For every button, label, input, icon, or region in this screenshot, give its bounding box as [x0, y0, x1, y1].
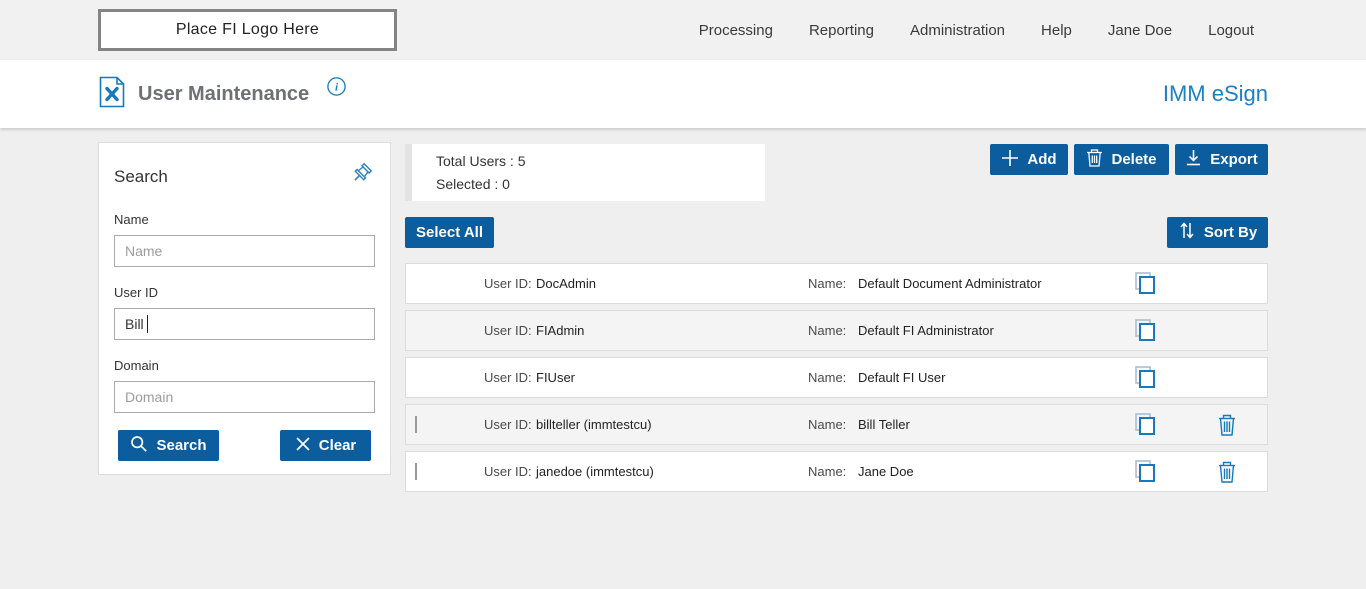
download-icon [1185, 149, 1202, 171]
row-checkbox[interactable] [415, 416, 417, 433]
summary-box: Total Users : 5 Selected : 0 [405, 144, 765, 201]
copy-icon[interactable] [1132, 270, 1158, 297]
userid-label: User ID: [484, 323, 532, 338]
domain-input[interactable] [114, 381, 375, 413]
total-users-label: Total Users : [436, 153, 514, 169]
main-content: Search Name User ID [0, 128, 1366, 589]
user-row-fiadmin: User ID: FIAdmin Name: Default FI Admini… [405, 310, 1268, 351]
plus-icon [1001, 149, 1019, 171]
brand-imm-esign: IMM eSign [1162, 81, 1268, 106]
userid-label: User ID: [484, 276, 532, 291]
svg-text:i: i [335, 81, 339, 93]
userid-field-label: User ID [114, 285, 159, 300]
userid-value: DocAdmin [536, 276, 596, 291]
userid-label: User ID: [484, 464, 532, 479]
search-button-label: Search [156, 437, 207, 454]
info-icon[interactable]: i [327, 77, 346, 101]
add-button-label: Add [1027, 151, 1057, 168]
userid-value: janedoe (immtestcu) [536, 464, 654, 479]
search-panel: Search Name User ID [98, 142, 391, 475]
copy-icon[interactable] [1132, 364, 1158, 391]
name-label: Name: [808, 464, 847, 479]
selected-value: 0 [502, 176, 510, 192]
userid-input[interactable] [114, 308, 375, 340]
copy-icon[interactable] [1132, 317, 1158, 344]
user-rows: User ID: DocAdmin Name: Default Document… [405, 263, 1268, 492]
user-list-section: Total Users : 5 Selected : 0 Add [405, 142, 1268, 498]
name-label: Name: [808, 276, 847, 291]
nav-processing[interactable]: Processing [698, 21, 773, 39]
trash-icon [1086, 148, 1103, 171]
name-value: Jane Doe [858, 464, 914, 479]
name-value: Default FI User [858, 370, 946, 385]
magnifier-icon [130, 435, 148, 457]
copy-icon[interactable] [1132, 411, 1158, 438]
userid-value: FIAdmin [536, 323, 585, 338]
clear-button[interactable]: Clear [280, 430, 371, 461]
user-row-docadmin: User ID: DocAdmin Name: Default Document… [405, 263, 1268, 304]
name-label: Name: [808, 323, 847, 338]
top-bar: Place FI Logo Here Processing Reporting … [0, 0, 1366, 60]
delete-button-label: Delete [1111, 151, 1157, 168]
clear-button-label: Clear [318, 437, 357, 454]
document-x-icon [98, 76, 126, 113]
name-label: Name: [808, 417, 847, 432]
user-row-billteller: User ID: billteller (immtestcu) Name: Bi… [405, 404, 1268, 445]
row-checkbox[interactable] [415, 463, 417, 480]
x-icon [295, 436, 311, 456]
total-users-value: 5 [517, 153, 526, 169]
user-row-janedoe: User ID: janedoe (immtestcu) Name: Jane … [405, 451, 1268, 492]
selected-label: Selected : [436, 176, 499, 192]
name-label: Name: [808, 370, 847, 385]
nav-user-jane-doe[interactable]: Jane Doe [1107, 21, 1173, 39]
pushpin-icon[interactable] [349, 162, 375, 194]
nav-administration[interactable]: Administration [909, 21, 1006, 39]
name-value: Default Document Administrator [858, 276, 1042, 291]
user-row-fiuser: User ID: FIUser Name: Default FI User [405, 357, 1268, 398]
nav-logout[interactable]: Logout [1208, 21, 1254, 39]
text-cursor [147, 315, 148, 333]
userid-label: User ID: [484, 370, 532, 385]
export-button[interactable]: Export [1175, 144, 1268, 175]
nav-reporting[interactable]: Reporting [808, 21, 874, 39]
page-title: User Maintenance [138, 82, 310, 105]
fi-logo-text: Place FI Logo Here [175, 21, 320, 38]
sort-by-label: Sort By [1203, 224, 1258, 241]
name-value: Default FI Administrator [858, 323, 994, 338]
search-panel-title: Search [114, 167, 168, 186]
userid-value: FIUser [536, 370, 575, 385]
export-button-label: Export [1210, 151, 1258, 168]
up-down-arrows-icon [1178, 221, 1196, 244]
add-button[interactable]: Add [990, 144, 1068, 175]
select-all-button[interactable]: Select All [405, 217, 494, 248]
trash-icon[interactable] [1217, 460, 1237, 484]
nav-help[interactable]: Help [1041, 21, 1072, 39]
name-input[interactable] [114, 235, 375, 267]
fi-logo-placeholder: Place FI Logo Here [98, 9, 397, 51]
name-value: Bill Teller [858, 417, 910, 432]
sort-by-button[interactable]: Sort By [1167, 217, 1268, 248]
trash-icon[interactable] [1217, 413, 1237, 437]
userid-value: billteller (immtestcu) [536, 417, 652, 432]
domain-field-label: Domain [114, 358, 159, 373]
search-button[interactable]: Search [118, 430, 219, 461]
select-all-label: Select All [416, 224, 483, 241]
copy-icon[interactable] [1132, 458, 1158, 485]
userid-label: User ID: [484, 417, 532, 432]
title-bar: User Maintenance i IMM eSign [0, 60, 1366, 128]
name-field-label: Name [114, 212, 149, 227]
delete-button[interactable]: Delete [1074, 144, 1169, 175]
top-navigation: Processing Reporting Administration Help… [699, 22, 1254, 39]
